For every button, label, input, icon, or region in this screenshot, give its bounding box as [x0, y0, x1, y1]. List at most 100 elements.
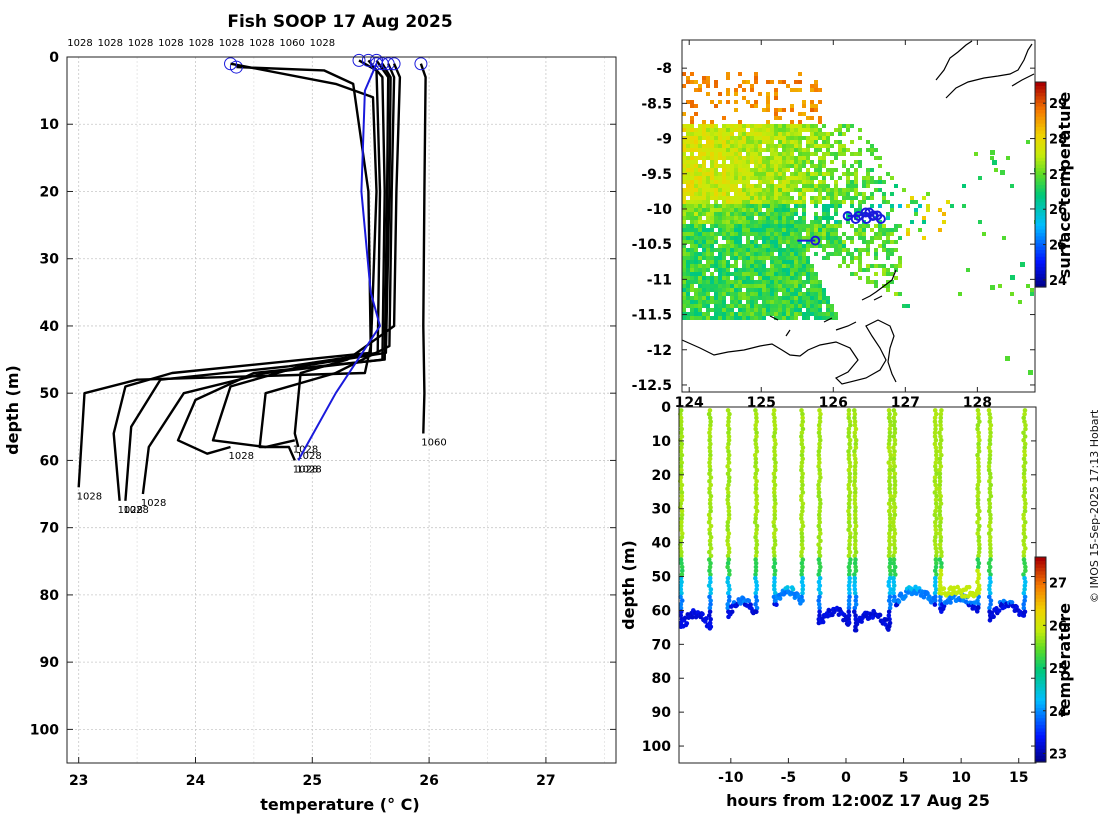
sst-cell — [746, 268, 750, 272]
sst-cell — [862, 224, 866, 228]
sst-cell — [682, 156, 686, 160]
sst-cell — [750, 208, 754, 212]
sst-cell — [774, 228, 778, 232]
section-point — [939, 452, 944, 458]
section-point — [892, 493, 897, 499]
sst-cell — [686, 160, 690, 164]
sst-cell — [706, 296, 710, 300]
sst-cell — [698, 304, 702, 308]
section-point — [817, 527, 823, 533]
sst-cell — [838, 124, 842, 128]
sst-cell — [798, 300, 802, 304]
sst-cell — [754, 160, 758, 164]
sst-cell — [814, 272, 818, 276]
sst-cell — [722, 276, 726, 280]
sst-cell — [738, 168, 742, 172]
y-tick-label: 80 — [40, 588, 60, 604]
section-point — [987, 456, 993, 462]
sst-cell — [770, 156, 774, 160]
sst-cell — [758, 316, 762, 320]
sst-cell — [858, 148, 862, 152]
sst-cell — [706, 184, 710, 188]
section-point — [1021, 538, 1026, 544]
sst-cell — [682, 280, 686, 284]
sst-cell — [810, 304, 814, 308]
sst-cell — [786, 304, 790, 308]
sst-cell — [770, 280, 774, 284]
sst-cell — [870, 148, 874, 152]
sst-cell — [786, 148, 790, 152]
sst-cell — [818, 312, 822, 316]
sst-cell — [770, 244, 774, 248]
sst-cell — [734, 180, 738, 184]
sst-cell — [802, 228, 806, 232]
sst-cell — [846, 124, 850, 128]
ship-track-point — [872, 210, 883, 221]
section-point — [679, 568, 685, 574]
sst-cell — [802, 136, 806, 140]
sst-cell — [722, 200, 726, 204]
sst-cell — [782, 156, 786, 160]
sst-cell — [726, 192, 730, 196]
sst-cell — [742, 184, 746, 188]
section-point — [937, 579, 943, 585]
section-point — [847, 534, 853, 540]
sst-cell — [802, 292, 806, 296]
section-point — [846, 430, 852, 436]
sst-cell — [722, 248, 726, 252]
section-point — [986, 408, 992, 413]
sst-cell — [774, 184, 778, 188]
sst-cell — [802, 296, 806, 300]
sst-cell — [714, 164, 718, 168]
section-point — [707, 542, 713, 547]
sst-cell — [774, 196, 778, 200]
sst-cell — [806, 260, 810, 264]
sst-cell — [774, 136, 778, 140]
sst-cell — [718, 296, 722, 300]
sst-cell — [710, 236, 714, 240]
map-colorbar-label: surface temperature — [1055, 92, 1074, 279]
sst-cell — [686, 192, 690, 196]
sst-cell — [862, 180, 866, 184]
section-point — [799, 441, 805, 447]
sst-cell — [862, 176, 866, 180]
sst-cell — [782, 304, 786, 308]
sst-cell — [702, 300, 706, 304]
section-point — [988, 557, 993, 562]
section-point — [987, 411, 992, 417]
sst-cell — [826, 192, 830, 196]
sst-cell — [850, 204, 854, 208]
section-point — [987, 538, 993, 544]
sst-cell — [766, 148, 770, 152]
colorbar-segment — [1035, 621, 1046, 626]
section-point — [891, 516, 897, 521]
sst-cell — [886, 288, 890, 292]
colorbar-segment — [1035, 252, 1046, 257]
sst-cell — [770, 236, 774, 240]
sst-cell — [754, 252, 758, 256]
sst-cell — [894, 292, 898, 296]
section-point — [846, 501, 852, 506]
sst-cell — [746, 220, 750, 224]
section-point — [725, 542, 731, 547]
sst-cell — [810, 296, 814, 300]
sst-cell — [758, 124, 762, 128]
section-point — [773, 441, 778, 447]
sst-cell — [754, 212, 758, 216]
section-point — [679, 564, 685, 570]
sst-cell — [822, 224, 826, 228]
sst-cell — [682, 140, 686, 144]
section-point — [892, 482, 898, 488]
sst-cell — [694, 300, 698, 304]
sst-cell — [682, 144, 686, 148]
section-point — [853, 516, 858, 521]
sst-cell — [726, 316, 730, 320]
sst-cell — [770, 176, 774, 180]
section-point — [1021, 464, 1027, 469]
section-point — [937, 512, 943, 518]
sst-cell — [798, 244, 802, 248]
sst-cell — [794, 132, 798, 136]
section-point — [975, 408, 981, 413]
sst-cell — [790, 304, 794, 308]
section-point — [888, 464, 893, 469]
